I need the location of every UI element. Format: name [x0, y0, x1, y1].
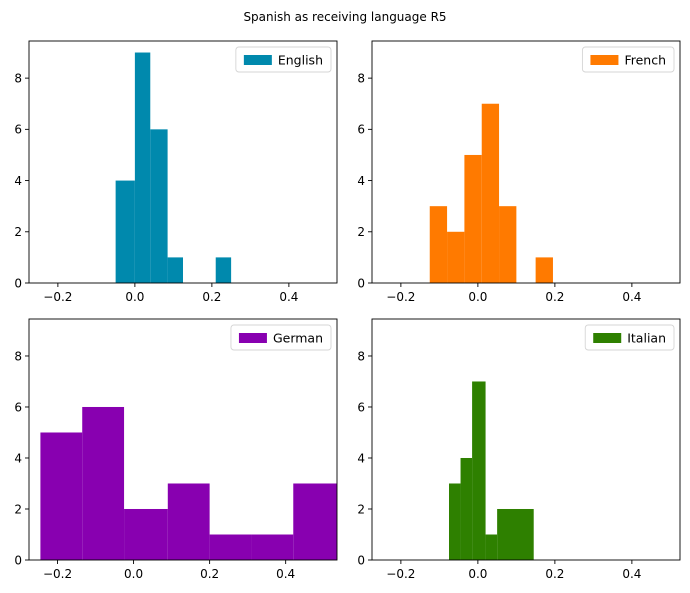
- histogram-bar: [447, 231, 465, 283]
- histogram-bar: [499, 206, 517, 283]
- x-tick-label: 0.0: [468, 567, 487, 581]
- histogram-bar: [40, 432, 83, 560]
- histogram-bar: [167, 483, 210, 560]
- y-tick-label: 4: [357, 174, 365, 188]
- y-tick-label: 4: [357, 451, 365, 465]
- subplot-3: −0.2 0.0 0.2 0.4 0 2 4 6 8 German: [14, 318, 338, 581]
- histogram-bar: [535, 257, 553, 283]
- y-tick-label: 0: [14, 553, 22, 567]
- x-tick-label: 0.4: [622, 567, 641, 581]
- y-tick-label: 2: [357, 225, 365, 239]
- x-tick-label: −0.2: [386, 290, 415, 304]
- histogram-bar: [497, 508, 534, 560]
- legend-label: French: [624, 53, 666, 68]
- y-tick-label: 6: [357, 400, 365, 414]
- histogram-bar: [429, 206, 448, 283]
- histogram-bar: [485, 534, 498, 560]
- x-tick-label: 0.2: [545, 290, 564, 304]
- histogram-bar: [464, 154, 482, 283]
- x-tick-label: −0.2: [43, 567, 72, 581]
- histogram-bar: [449, 483, 461, 560]
- legend-swatch: [593, 333, 622, 343]
- histogram-bar: [82, 406, 125, 560]
- histogram-bar: [167, 257, 183, 283]
- legend-label: German: [273, 331, 323, 346]
- x-tick-label: 0.4: [279, 290, 298, 304]
- subplot-grid: −0.2 0.0 0.2 0.4 0 2 4 6 8 English −0.2 0.0 0.2 0.4 0 2…: [14, 40, 681, 581]
- y-tick-label: 6: [14, 123, 22, 137]
- y-tick-label: 8: [357, 71, 365, 85]
- legend-box: [230, 324, 332, 351]
- legend-swatch: [243, 55, 272, 65]
- legend-swatch: [590, 55, 619, 65]
- axes-frame: [371, 40, 681, 284]
- histogram-bar: [472, 381, 486, 560]
- x-tick-label: 0.4: [276, 567, 295, 581]
- y-tick-label: 2: [14, 225, 22, 239]
- y-tick-label: 4: [14, 451, 22, 465]
- legend-box: [581, 46, 675, 73]
- y-tick-label: 2: [14, 502, 22, 516]
- y-tick-label: 4: [14, 174, 22, 188]
- histogram-bar: [124, 508, 168, 560]
- figure-title: Spanish as receiving language R5: [243, 10, 446, 24]
- y-tick-label: 2: [357, 502, 365, 516]
- x-tick-label: −0.2: [386, 567, 415, 581]
- histogram-bar: [481, 103, 500, 284]
- x-tick-label: 0.0: [468, 290, 487, 304]
- legend-label: Italian: [627, 331, 666, 346]
- histogram-bar: [460, 457, 473, 560]
- histogram-bar: [251, 534, 294, 560]
- x-tick-label: 0.2: [200, 567, 219, 581]
- y-tick-label: 8: [14, 349, 22, 363]
- x-tick-label: −0.2: [43, 290, 72, 304]
- subplot-2: −0.2 0.0 0.2 0.4 0 2 4 6 8 French: [357, 40, 681, 304]
- y-tick-label: 8: [14, 71, 22, 85]
- legend-box: [235, 46, 332, 73]
- x-tick-label: 0.2: [202, 290, 221, 304]
- x-tick-label: 0.2: [545, 567, 564, 581]
- y-tick-label: 6: [14, 400, 22, 414]
- y-tick-label: 8: [357, 349, 365, 363]
- y-tick-label: 0: [357, 553, 365, 567]
- histogram-bar: [134, 52, 151, 283]
- y-tick-label: 0: [14, 276, 22, 290]
- axes-frame: [371, 318, 681, 561]
- axes-frame: [28, 40, 338, 284]
- histogram-bar: [150, 129, 168, 283]
- histogram-bar: [215, 257, 232, 283]
- histogram-bar: [115, 180, 135, 283]
- histogram-bar: [293, 483, 337, 560]
- y-tick-label: 0: [357, 276, 365, 290]
- subplot-4: −0.2 0.0 0.2 0.4 0 2 4 6 8 Italian: [357, 318, 681, 581]
- axes-frame: [28, 318, 338, 561]
- y-tick-label: 6: [357, 123, 365, 137]
- subplot-1: −0.2 0.0 0.2 0.4 0 2 4 6 8 English: [14, 40, 338, 304]
- x-tick-label: 0.0: [124, 567, 143, 581]
- x-tick-label: 0.4: [622, 290, 641, 304]
- legend-box: [584, 324, 675, 351]
- histogram-bar: [209, 534, 252, 560]
- legend-swatch: [238, 333, 267, 343]
- legend-label: English: [278, 53, 323, 68]
- x-tick-label: 0.0: [125, 290, 144, 304]
